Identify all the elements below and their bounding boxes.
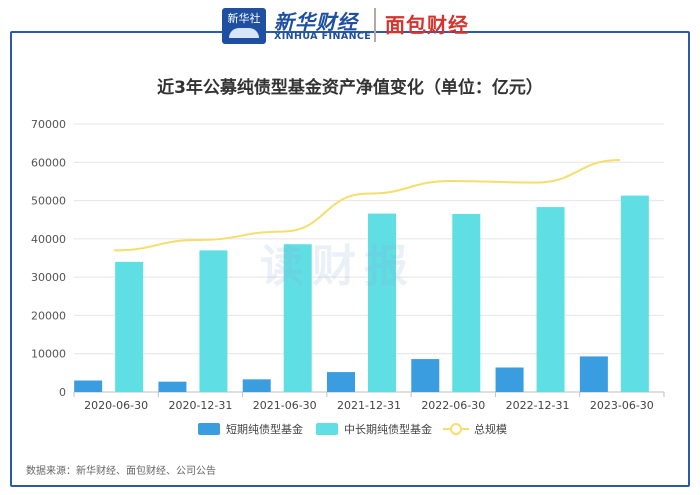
x-tick-label: 2020-12-31 (168, 399, 232, 412)
total-line-path (114, 158, 620, 252)
legend-swatch-short (198, 423, 220, 435)
x-tick-label: 2021-06-30 (253, 399, 317, 412)
source-note: 数据来源：新华财经、面包财经、公司公告 (26, 466, 216, 477)
x-tick-label: 2021-12-31 (337, 399, 401, 412)
xinhua-badge-text: 新华社 (227, 12, 261, 25)
short-bar (158, 381, 187, 392)
header: 新华社 新华财经 XINHUA FINANCE 面包财经 (0, 0, 700, 46)
y-axis-ticks: 0 10000 20000 30000 40000 50000 60000 70000 (31, 118, 66, 399)
legend-swatch-long (316, 423, 338, 435)
y-tick-label: 50000 (31, 195, 66, 208)
chart-title: 近3年公募纯债型基金资产净值变化（单位：亿元） (157, 78, 543, 98)
y-tick-label: 70000 (31, 118, 66, 131)
legend-label-long: 中长期纯债型基金 (344, 422, 432, 436)
legend: 短期纯债型基金 中长期纯债型基金 总规模 (198, 422, 507, 436)
short-bar (495, 367, 524, 392)
x-tick-label: 2022-12-31 (506, 399, 570, 412)
xinhua-finance-logo-cn: 新华财经 (274, 10, 358, 34)
short-bar (579, 356, 608, 392)
chart-frame (10, 31, 690, 487)
xinhua-finance-logo-en: XINHUA FINANCE (274, 31, 372, 42)
x-tick-label: 2022-06-30 (421, 399, 485, 412)
x-axis: 2020-06-30 2020-12-31 2021-06-30 2021-12-31… (73, 392, 665, 412)
legend-label-short: 短期纯债型基金 (226, 422, 303, 436)
legend-label-total: 总规模 (474, 422, 507, 436)
short-bar (327, 372, 355, 392)
long-bar (199, 250, 228, 392)
total-line (114, 158, 620, 252)
y-tick-label: 10000 (31, 348, 66, 361)
miandian-finance-logo: 面包财经 (385, 13, 469, 37)
x-tick-label: 2020-06-30 (84, 399, 148, 412)
long-bar (536, 207, 565, 392)
logo-divider (374, 8, 376, 42)
long-bar (368, 213, 396, 392)
long-bar (452, 213, 481, 392)
x-tick-label: 2023-06-30 (590, 399, 654, 412)
short-bar (411, 359, 440, 392)
long-bar (283, 244, 312, 392)
y-tick-label: 30000 (31, 271, 66, 284)
y-tick-label: 60000 (31, 156, 66, 169)
legend-swatch-total-marker (450, 423, 462, 435)
long-bar (620, 195, 649, 392)
globe-icon (229, 28, 259, 38)
xinhua-badge-logo: 新华社 (222, 8, 266, 44)
y-tick-label: 0 (59, 386, 66, 399)
y-tick-label: 40000 (31, 233, 66, 246)
short-bar (74, 380, 103, 392)
short-bar (242, 379, 271, 392)
bars (74, 195, 649, 392)
long-bar (115, 261, 144, 392)
y-tick-label: 20000 (31, 309, 66, 322)
